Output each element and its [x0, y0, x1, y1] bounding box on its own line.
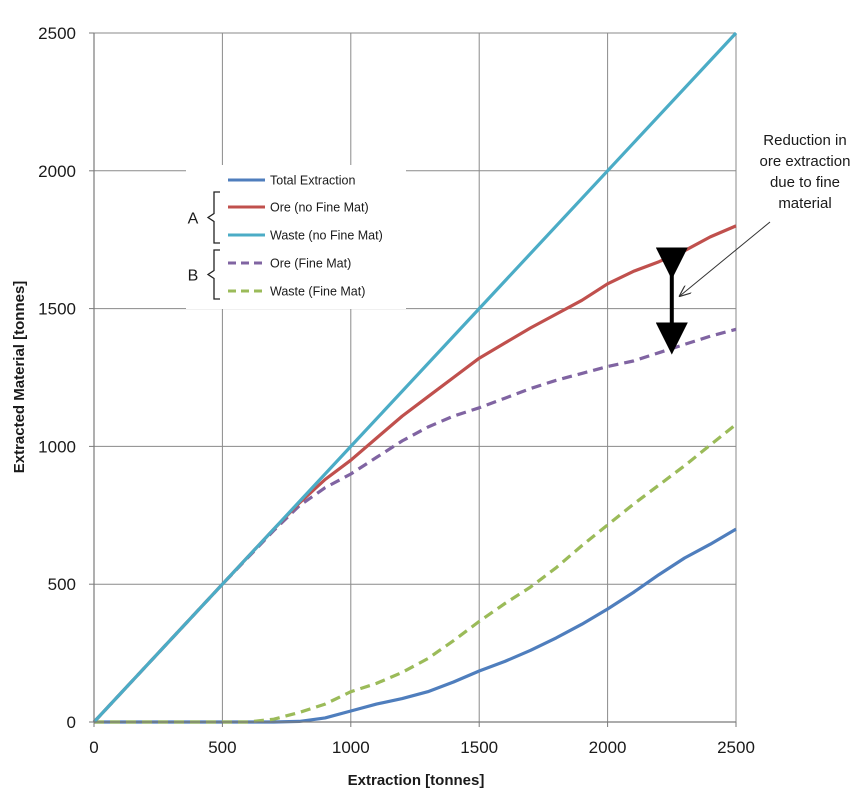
annotation: Reduction in ore extraction due to fine mat…: [655, 132, 851, 355]
series-line-ore-fine-mat: [92, 327, 737, 724]
group-brace-0: [206, 191, 220, 244]
series-layer: [92, 31, 738, 724]
series-line-waste-fine-mat: [94, 423, 738, 724]
legend-label-3: Ore (Fine Mat): [270, 257, 351, 271]
y-tick-label-3: 1500: [38, 300, 76, 319]
legend-label-2: Waste (no Fine Mat): [270, 229, 383, 243]
legend-box: [186, 165, 406, 309]
annotation-pointer: [680, 221, 771, 296]
x-tick-label-2: 1000: [332, 738, 370, 757]
group-brace-1: [206, 249, 220, 300]
axes: 0 500 1000 1500 2000 2500 0 500 1000 1500 2000 2500: [38, 24, 755, 757]
series-line-total-extraction: [94, 527, 737, 724]
series-line-waste-no-fine-mat: [92, 31, 738, 724]
group-label-0: A: [188, 211, 199, 228]
x-tick-label-3: 1500: [460, 738, 498, 757]
y-tick-label-2: 1000: [38, 437, 76, 456]
annotation-line-0: Reduction in: [763, 132, 846, 149]
y-tick-label-4: 2000: [38, 162, 76, 181]
annotation-line-2: due to fine: [770, 174, 840, 191]
legend-label-4: Waste (Fine Mat): [270, 285, 365, 299]
group-label-1: B: [188, 268, 199, 285]
legend-label-0: Total Extraction: [270, 174, 356, 188]
legend-label-1: Ore (no Fine Mat): [270, 201, 369, 215]
y-tick-label-1: 500: [48, 575, 76, 594]
x-tick-label-4: 2000: [589, 738, 627, 757]
annotation-text: Reduction in ore extraction due to fine mat…: [760, 132, 851, 212]
y-tick-label-5: 2500: [38, 24, 76, 43]
y-axis-title: Extracted Material [tonnes]: [11, 281, 28, 474]
x-axis-title: Extraction [tonnes]: [348, 772, 485, 789]
x-tick-label-0: 0: [89, 738, 98, 757]
x-tick-label-1: 500: [208, 738, 236, 757]
annotation-line-1: ore extraction: [760, 153, 851, 170]
annotation-line-3: material: [778, 195, 831, 212]
legend: Total Extraction Ore (no Fine Mat) Waste (…: [186, 165, 406, 309]
y-tick-label-0: 0: [67, 713, 76, 732]
x-tick-label-5: 2500: [717, 738, 755, 757]
series-line-ore-no-fine-mat: [92, 224, 737, 724]
